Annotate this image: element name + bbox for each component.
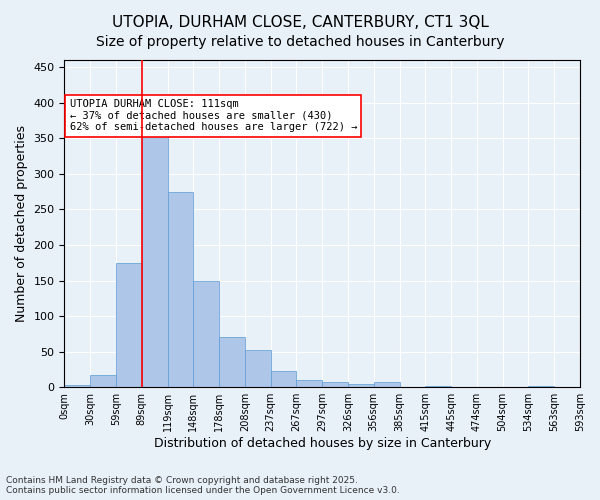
X-axis label: Distribution of detached houses by size in Canterbury: Distribution of detached houses by size … bbox=[154, 437, 491, 450]
Bar bbox=[142, 124, 167, 387]
Bar bbox=[348, 384, 374, 387]
Text: UTOPIA, DURHAM CLOSE, CANTERBURY, CT1 3QL: UTOPIA, DURHAM CLOSE, CANTERBURY, CT1 3Q… bbox=[112, 15, 488, 30]
Bar bbox=[374, 382, 400, 387]
Text: Size of property relative to detached houses in Canterbury: Size of property relative to detached ho… bbox=[96, 35, 504, 49]
Bar bbox=[296, 380, 322, 387]
Bar bbox=[219, 338, 245, 387]
Bar bbox=[90, 375, 116, 387]
Bar bbox=[64, 385, 90, 387]
Bar bbox=[529, 386, 554, 387]
Text: Contains HM Land Registry data © Crown copyright and database right 2025.
Contai: Contains HM Land Registry data © Crown c… bbox=[6, 476, 400, 495]
Bar bbox=[193, 280, 219, 387]
Y-axis label: Number of detached properties: Number of detached properties bbox=[15, 125, 28, 322]
Bar bbox=[116, 262, 142, 387]
Bar bbox=[245, 350, 271, 387]
Text: UTOPIA DURHAM CLOSE: 111sqm
← 37% of detached houses are smaller (430)
62% of se: UTOPIA DURHAM CLOSE: 111sqm ← 37% of det… bbox=[70, 100, 357, 132]
Bar bbox=[167, 192, 193, 387]
Bar bbox=[425, 386, 451, 387]
Bar bbox=[322, 382, 348, 387]
Bar bbox=[271, 371, 296, 387]
